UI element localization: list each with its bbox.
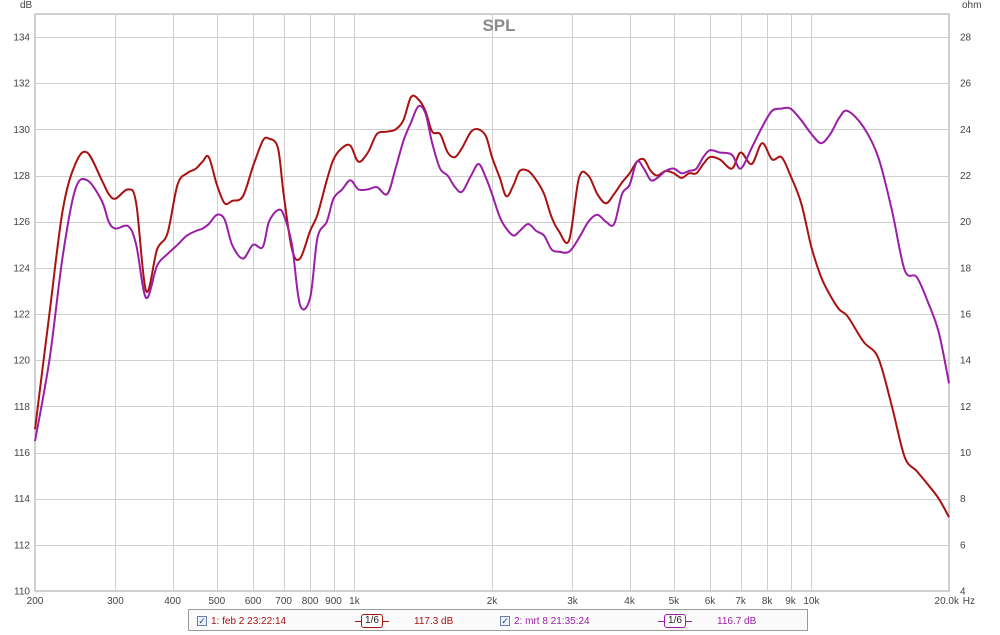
x-tick-label: 800 [302, 596, 319, 607]
y-tick-label: 124 [13, 263, 30, 274]
y2-tick-label: 14 [960, 356, 972, 367]
y2-tick-label: 4 [960, 587, 966, 598]
y-tick-label: 118 [14, 402, 30, 413]
y-tick-label: 114 [14, 494, 30, 505]
y-tick-label: 134 [13, 33, 30, 44]
y2-tick-label: 10 [960, 448, 972, 459]
y2-tick-label: 22 [960, 171, 972, 182]
x-tick-label: 900 [325, 596, 342, 607]
y-tick-label: 126 [13, 217, 30, 228]
x-tick-label: 200 [27, 596, 44, 607]
legend-item-2[interactable]: ✓ 2: mrt 8 21:35:24 [500, 613, 590, 629]
x-tick-label: 1k [349, 596, 361, 607]
y2-tick-label: 8 [960, 494, 966, 505]
x-tick-label: 6k [705, 596, 717, 607]
x-tick-label: 7k [735, 596, 747, 607]
x-tick-label: 3k [567, 596, 579, 607]
legend: ✓ 1: feb 2 23:22:14 1/6 117.3 dB ✓ 2: mr… [188, 609, 808, 631]
x-tick-label: 400 [164, 596, 181, 607]
legend-item-1[interactable]: ✓ 1: feb 2 23:22:14 [197, 613, 286, 629]
y2-tick-label: 16 [960, 310, 972, 321]
legend-checkbox-1[interactable]: ✓ [197, 616, 207, 626]
x-tick-label: 4k [624, 596, 636, 607]
y2-axis-unit: ohm [962, 0, 981, 11]
y2-tick-label: 20 [960, 217, 972, 228]
x-tick-label: 20.0k [935, 596, 960, 607]
x-tick-label: 5k [669, 596, 681, 607]
legend-label-2: 2: mrt 8 21:35:24 [514, 615, 590, 627]
x-tick-label: 600 [245, 596, 262, 607]
y-tick-label: 122 [13, 310, 30, 321]
grid [35, 14, 950, 592]
smoothing-badge-2[interactable]: 1/6 [664, 614, 686, 628]
y2-tick-label: 26 [960, 79, 972, 90]
y-axis-unit: dB [20, 0, 33, 11]
x-tick-label: 300 [107, 596, 124, 607]
x-tick-label: 500 [209, 596, 226, 607]
y-tick-label: 116 [14, 448, 30, 459]
y-tick-label: 128 [13, 171, 30, 182]
x-axis-unit: Hz [963, 596, 975, 607]
chart-title: SPL [482, 16, 515, 35]
y-tick-label: 132 [13, 79, 30, 90]
x-axis-ticks: 200 300 400 500 600 700 800 900 1k 2k 3k 4k 5k 6k 7k 8k… [27, 596, 960, 607]
y-tick-label: 112 [14, 540, 30, 551]
legend-label-1: 1: feb 2 23:22:14 [211, 615, 287, 627]
series-line-1 [34, 94, 950, 518]
x-tick-label: 2k [487, 596, 499, 607]
y-axis-ticks: 110 112 114 116 118 120 122 124 126 128 130 132 134 [13, 33, 30, 598]
legend-checkbox-2[interactable]: ✓ [500, 616, 510, 626]
x-tick-label: 9k [785, 596, 797, 607]
x-tick-label: 700 [275, 596, 292, 607]
legend-value-2: 116.7 dB [717, 615, 757, 627]
y2-tick-label: 24 [960, 125, 972, 136]
y2-tick-label: 28 [960, 33, 972, 44]
y-tick-label: 120 [13, 356, 30, 367]
x-tick-label: 8k [762, 596, 774, 607]
x-tick-label: 10k [803, 596, 820, 607]
smoothing-badge-1[interactable]: 1/6 [361, 614, 383, 628]
y2-tick-label: 6 [960, 540, 966, 551]
y-tick-label: 130 [13, 125, 30, 136]
y2-axis-ticks: 4 6 8 10 12 14 16 18 20 22 24 26 28 [960, 33, 972, 598]
series-line-2 [34, 104, 950, 442]
series-group [34, 94, 950, 518]
legend-value-1: 117.3 dB [414, 615, 454, 627]
y2-tick-label: 12 [960, 402, 972, 413]
y2-tick-label: 18 [960, 263, 972, 274]
y-tick-label: 110 [14, 587, 30, 598]
